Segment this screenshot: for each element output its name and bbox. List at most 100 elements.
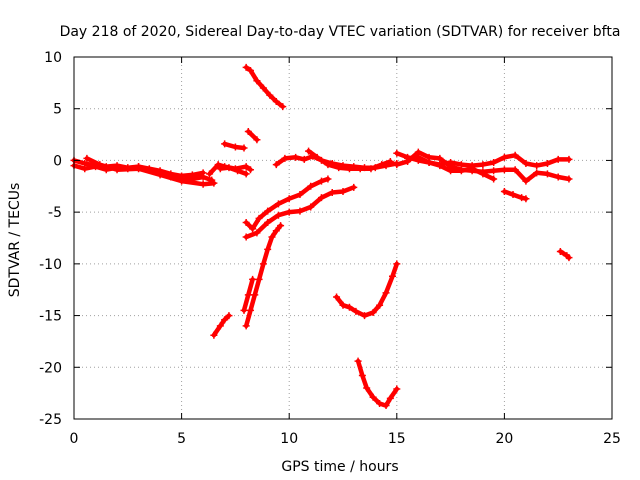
data-point (404, 154, 412, 162)
data-point (305, 147, 313, 155)
data-point (393, 161, 401, 169)
data-point (386, 157, 394, 165)
data-point (447, 167, 455, 175)
data-point (255, 214, 263, 222)
data-point (317, 194, 325, 202)
data-point (436, 162, 444, 170)
data-point (253, 136, 261, 144)
data-point (242, 322, 250, 330)
y-tick-label: -15 (39, 309, 62, 325)
data-point (249, 275, 257, 283)
series-track-22 (556, 247, 573, 262)
series-trace (246, 129, 260, 142)
data-point (363, 384, 371, 392)
data-point (352, 307, 360, 315)
series-track-11 (242, 175, 332, 233)
data-point (358, 372, 366, 380)
data-point (156, 171, 164, 179)
data-point (246, 306, 254, 314)
data-point (393, 149, 401, 157)
series-trace (243, 176, 331, 231)
data-point (206, 170, 214, 178)
data-point (81, 160, 89, 168)
data-point (210, 331, 218, 339)
data-point (216, 322, 224, 330)
data-point (300, 155, 308, 163)
grid-lines (74, 57, 612, 419)
data-point (285, 208, 293, 216)
data-point (386, 394, 394, 402)
data-point (251, 291, 259, 299)
data-point (272, 161, 280, 169)
data-point (376, 399, 384, 407)
x-tick-label: 10 (280, 431, 298, 447)
data-point (339, 301, 347, 309)
data-point (565, 175, 573, 183)
data-point (264, 207, 272, 215)
data-point (285, 195, 293, 203)
data-point (277, 222, 285, 230)
data-point (522, 160, 530, 168)
data-point (554, 173, 562, 181)
data-point (511, 151, 519, 159)
data-point (533, 162, 541, 170)
data-points (70, 63, 573, 410)
data-point (255, 275, 263, 283)
data-point (565, 254, 573, 262)
x-tick-label: 25 (603, 431, 621, 447)
data-point (221, 140, 229, 148)
data-point (518, 194, 526, 202)
series-track-12 (242, 183, 358, 241)
data-point (83, 154, 91, 162)
axis-ticks (73, 56, 613, 420)
data-point (376, 301, 384, 309)
data-point (468, 165, 476, 173)
series-trace (211, 313, 232, 338)
data-point (479, 161, 487, 169)
data-point (500, 166, 508, 174)
data-point (500, 153, 508, 161)
data-point (221, 316, 229, 324)
data-point (244, 291, 252, 299)
data-point (264, 245, 272, 253)
data-point (313, 153, 321, 161)
data-point (369, 393, 377, 401)
data-point (328, 188, 336, 196)
series-trace (84, 156, 217, 187)
data-point (253, 229, 261, 237)
data-point (509, 191, 517, 199)
data-point (199, 169, 207, 177)
data-point (242, 163, 250, 171)
data-point (307, 182, 315, 190)
data-point (296, 191, 304, 199)
data-point (361, 312, 369, 320)
data-point (259, 84, 267, 92)
data-point (324, 161, 332, 169)
data-point (354, 357, 362, 365)
data-point (369, 308, 377, 316)
series-track-20 (404, 153, 498, 183)
data-point (350, 183, 358, 191)
data-point (345, 303, 353, 311)
x-tick-label: 0 (70, 431, 79, 447)
data-point (533, 169, 541, 177)
data-point (210, 179, 218, 187)
data-point (240, 306, 248, 314)
data-point (225, 312, 233, 320)
data-point (279, 103, 287, 111)
data-point (543, 170, 551, 178)
data-point (242, 63, 250, 71)
data-point (556, 247, 564, 255)
y-tick-label: 0 (53, 153, 62, 169)
data-point (414, 153, 422, 161)
series-track-14 (240, 275, 257, 314)
series-track-21 (500, 187, 530, 203)
series-track-08 (242, 63, 287, 111)
series-track-07 (244, 127, 261, 144)
data-point (96, 161, 104, 169)
data-point (240, 144, 248, 152)
data-point (225, 164, 233, 172)
data-point (296, 207, 304, 215)
data-point (367, 165, 375, 173)
data-point (272, 97, 280, 105)
